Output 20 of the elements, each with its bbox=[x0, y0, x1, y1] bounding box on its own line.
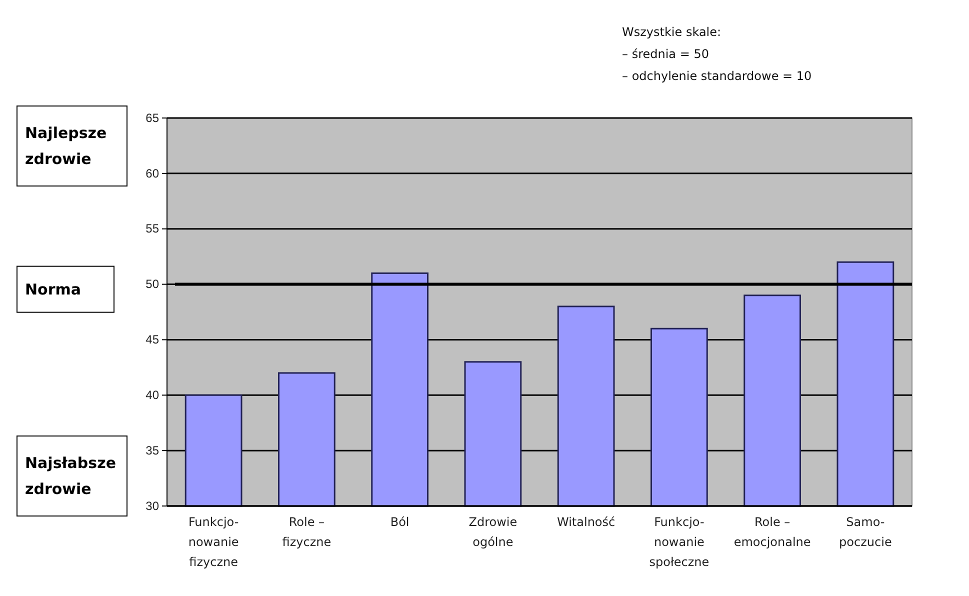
x-tick-label: Funkcjo- nowanie fizyczne bbox=[188, 515, 239, 569]
x-tick-label: Zdrowie ogólne bbox=[468, 515, 518, 549]
y-tick-label: 35 bbox=[146, 443, 160, 458]
text: Najsłabsze zdrowie bbox=[25, 454, 116, 498]
x-tick-label: Role – emocjonalne bbox=[734, 515, 811, 549]
text: Najlepsze zdrowie bbox=[25, 124, 107, 168]
y-tick-label: 65 bbox=[146, 110, 160, 125]
y-tick-label: 30 bbox=[146, 498, 160, 513]
x-tick-label: Funkcjo- nowanie społeczne bbox=[649, 515, 710, 569]
x-tick-label: Samo- poczucie bbox=[839, 515, 892, 549]
text: Wszystkie skale: – średnia = 50 – odchylenie standardowe = 10 bbox=[622, 25, 812, 83]
y-tick-label: 40 bbox=[146, 388, 160, 402]
ref-line-label: Norma bbox=[25, 280, 82, 298]
y-tick-label: 60 bbox=[146, 166, 160, 180]
x-tick-label: Ból bbox=[390, 515, 410, 529]
x-tick-label: Role – fizyczne bbox=[282, 515, 332, 549]
y-tick-label: 50 bbox=[146, 277, 160, 292]
y-tick-label: 45 bbox=[146, 332, 160, 347]
x-tick-label: Witalność bbox=[557, 515, 616, 529]
y-tick-label: 55 bbox=[146, 222, 160, 236]
